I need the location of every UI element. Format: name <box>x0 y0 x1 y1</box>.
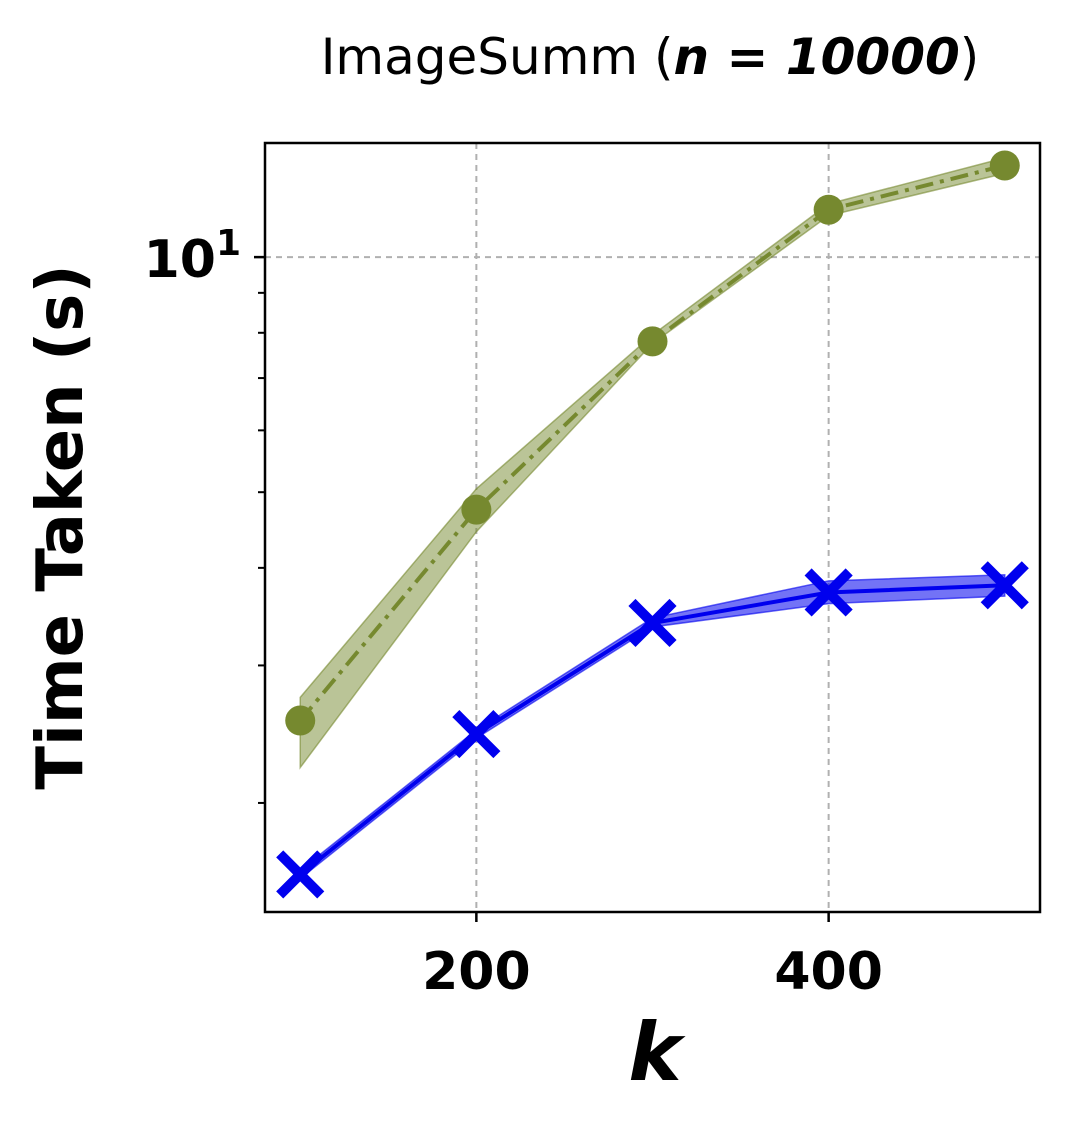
x-tick-label-0: 200 <box>422 942 531 1002</box>
point-series-1-1-stroke-b <box>452 710 501 759</box>
y-tick-label-exp-0: 1 <box>216 223 241 264</box>
y-axis-label: Time Taken (s) <box>24 264 98 789</box>
point-series-1-4 <box>980 561 1029 610</box>
point-series-0-1 <box>461 494 492 525</box>
chart-title-math: n = 10000 <box>674 28 960 86</box>
chart-title: ImageSumm (n = 10000) <box>321 28 980 86</box>
y-tick-label-base-0: 10 <box>144 230 216 290</box>
band-series-0 <box>299 156 1006 770</box>
band-series-1 <box>299 573 1006 881</box>
point-series-1-3-stroke-b <box>804 568 853 617</box>
chart-title-prefix: ImageSumm ( <box>321 28 674 86</box>
point-series-1-0 <box>276 850 325 899</box>
point-series-1-2 <box>628 598 677 648</box>
series-markers <box>276 150 1029 899</box>
point-series-0-0 <box>285 705 316 736</box>
point-series-0-3 <box>813 194 844 225</box>
point-series-1-0-stroke-b <box>276 850 325 899</box>
x-axis-label: k <box>628 1006 686 1099</box>
chart-title-suffix: ) <box>960 28 980 86</box>
point-series-0-4 <box>989 150 1020 181</box>
point-series-1-1 <box>452 710 501 759</box>
axis-ticks: 200 400 101 <box>144 223 883 1002</box>
line-series-0 <box>298 163 1006 722</box>
grid-lines <box>265 143 1040 912</box>
point-series-0-2 <box>637 326 668 357</box>
point-series-1-2-stroke-b <box>628 598 677 648</box>
x-tick-label-1: 400 <box>774 942 883 1002</box>
point-series-1-3 <box>804 568 853 617</box>
series-lines <box>298 163 1006 876</box>
point-series-1-4-stroke-b <box>980 561 1029 610</box>
plot-frame <box>263 141 1042 914</box>
y-tick-label-0: 101 <box>144 223 241 290</box>
confidence-bands <box>299 156 1006 881</box>
